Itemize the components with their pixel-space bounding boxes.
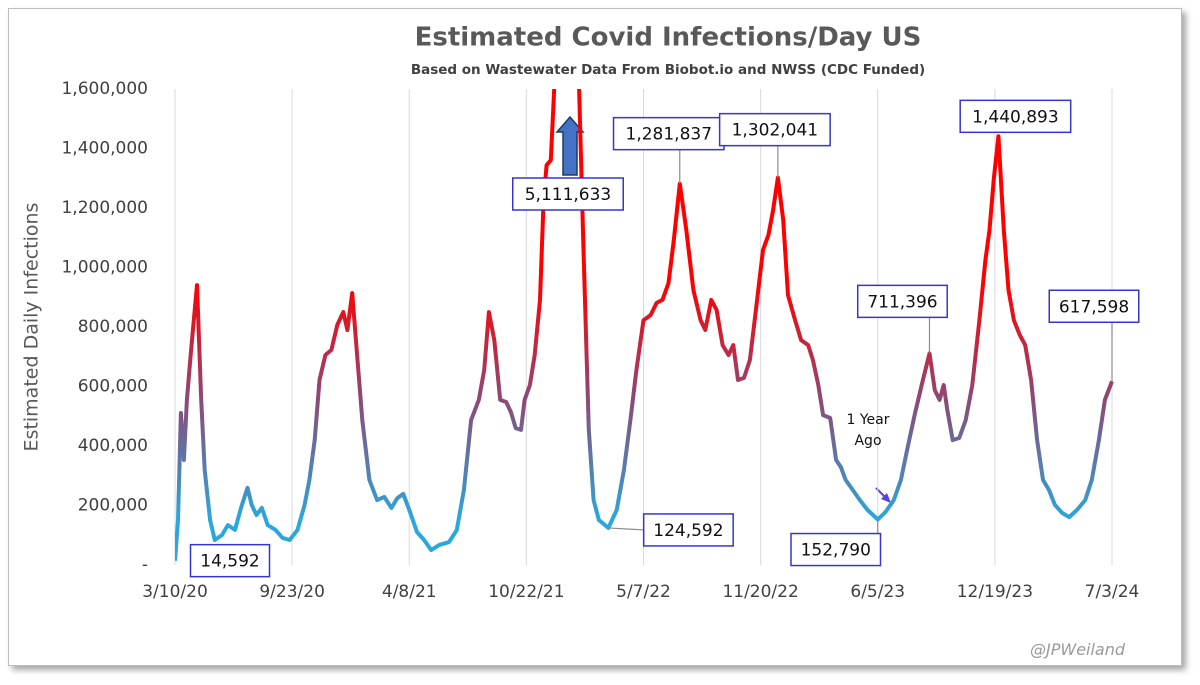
x-tick-label: 4/8/21 (382, 582, 437, 602)
label-box (511, 177, 624, 211)
y-tick-label: 1,400,000 (61, 139, 148, 159)
label-box (718, 112, 831, 147)
data-label: 711,396 (867, 292, 937, 312)
data-label: 5,111,633 (525, 185, 612, 205)
y-tick-label: 1,000,000 (61, 258, 148, 278)
y-tick-label: 1,200,000 (61, 198, 148, 218)
data-label: 617,598 (1059, 297, 1129, 317)
x-tick-label: 9/23/20 (259, 582, 325, 602)
y-axis-label: Estimated Daily Infections (21, 203, 43, 452)
y-tick-label: 800,000 (78, 317, 148, 337)
x-tick-label: 12/19/23 (957, 582, 1033, 602)
note-arrow-head (881, 493, 891, 503)
x-tick-label: 3/10/20 (142, 582, 208, 602)
y-tick-label: 1,600,000 (61, 79, 148, 99)
label-box (790, 532, 882, 567)
data-label: 152,790 (801, 541, 871, 561)
data-label: 1,440,893 (972, 107, 1059, 127)
y-tick-label: 200,000 (78, 496, 148, 516)
label-box (856, 284, 948, 319)
y-tick-label: - (142, 555, 148, 575)
x-tick-label: 5/7/22 (616, 582, 671, 602)
y-tick-label: 600,000 (78, 377, 148, 397)
off-scale-arrow (555, 115, 585, 176)
y-tick-label: 400,000 (78, 436, 148, 456)
x-tick-label: 10/22/21 (488, 582, 564, 602)
label-box (189, 543, 271, 578)
data-label: 14,592 (200, 552, 259, 572)
label-box (1048, 289, 1140, 324)
chart-title: Estimated Covid Infections/Day US (415, 23, 922, 53)
leader-line (608, 527, 644, 531)
watermark: @JPWeiland (1030, 640, 1126, 659)
data-label: 124,592 (653, 521, 723, 541)
chart-subtitle: Based on Wastewater Data From Biobot.io … (411, 62, 925, 78)
label-box (612, 116, 725, 151)
data-label: 1,281,837 (626, 125, 713, 145)
year-ago-note: 1 Year Ago (846, 412, 890, 449)
x-tick-label: 6/5/23 (850, 582, 905, 602)
infection-line (175, 89, 1114, 561)
x-tick-label: 11/20/22 (722, 582, 798, 602)
data-label: 1,302,041 (732, 121, 819, 141)
x-tick-label: 7/3/24 (1085, 582, 1140, 602)
label-box (959, 99, 1072, 134)
label-box (642, 513, 734, 547)
